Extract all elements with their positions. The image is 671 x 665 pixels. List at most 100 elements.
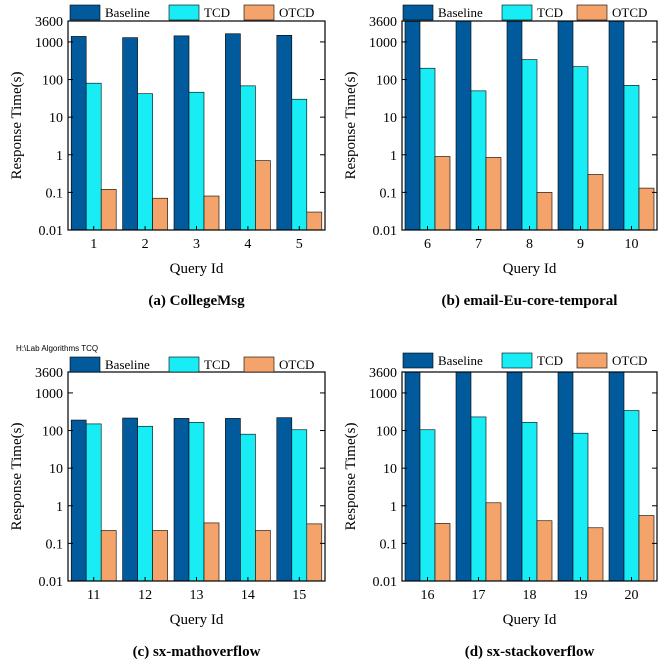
bar-otcd-12 [152, 530, 168, 582]
legend-label-baseline: Baseline [105, 357, 150, 372]
y-tick-label: 0.01 [373, 575, 398, 590]
bar-baseline-13 [173, 418, 190, 582]
legend: Baseline TCD OTCD [69, 4, 314, 21]
y-tick-label: 0.01 [39, 575, 64, 590]
y-tick-label: 1000 [35, 36, 63, 51]
y-tick-label: 3600 [369, 15, 397, 30]
x-tick-label: 8 [526, 237, 533, 252]
legend-label-tcd: TCD [204, 5, 230, 20]
y-tick-label: 1 [56, 500, 63, 515]
y-tick-label: 10 [383, 462, 397, 477]
x-tick-label: 2 [142, 237, 149, 252]
bar-tcd-17 [470, 416, 487, 582]
legend: Baseline TCD OTCD [402, 352, 647, 369]
y-tick-label: 10 [49, 111, 63, 126]
bar-otcd-20 [638, 515, 655, 582]
bar-baseline-7 [455, 20, 472, 231]
legend-label-otcd: OTCD [279, 357, 314, 372]
y-tick-label: 0.01 [39, 224, 64, 239]
panel-caption: (b) email-Eu-core-temporal [442, 293, 618, 309]
panel-note: H:\Lab Algorithms TCQ [16, 344, 98, 353]
bar-baseline-2 [122, 37, 138, 231]
x-tick-label: 4 [244, 237, 251, 252]
y-tick-label: 1000 [369, 387, 397, 402]
x-tick-label: 16 [421, 588, 435, 603]
x-axis-label: Query Id [503, 612, 557, 628]
bar-baseline-12 [122, 417, 138, 582]
bar-tcd-2 [137, 93, 153, 231]
x-tick-label: 15 [292, 588, 306, 603]
bar-otcd-8 [536, 192, 553, 231]
bar-tcd-7 [470, 90, 487, 231]
y-tick-label: 3600 [35, 366, 63, 381]
legend-label-baseline: Baseline [438, 353, 483, 368]
bar-baseline-18 [506, 371, 523, 582]
bar-baseline-10 [608, 20, 625, 231]
x-tick-label: 9 [577, 237, 584, 252]
x-tick-label: 3 [193, 237, 200, 252]
x-tick-label: 10 [625, 237, 639, 252]
x-axis-label: Query Id [503, 261, 557, 277]
bar-tcd-19 [572, 432, 589, 582]
x-tick-label: 12 [138, 588, 152, 603]
legend-swatch-tcd [168, 4, 200, 21]
bar-baseline-3 [173, 35, 190, 231]
legend-swatch-tcd [168, 356, 200, 373]
x-tick-label: 17 [472, 588, 486, 603]
y-tick-label: 100 [376, 425, 397, 440]
x-tick-label: 13 [190, 588, 204, 603]
bar-baseline-1 [70, 36, 87, 231]
y-tick-label: 0.1 [46, 537, 64, 552]
bar-otcd-13 [203, 522, 220, 582]
legend-swatch-otcd [243, 356, 275, 373]
bar-tcd-20 [623, 410, 640, 582]
bar-baseline-6 [404, 20, 421, 231]
y-tick-label: 100 [42, 425, 63, 440]
bar-baseline-11 [70, 419, 87, 582]
legend-swatch-tcd [501, 352, 533, 369]
bar-otcd-18 [536, 520, 553, 582]
y-axis-label: Response Time(s) [9, 72, 25, 180]
y-tick-label: 0.1 [380, 186, 398, 201]
bar-otcd-14 [255, 530, 271, 582]
bar-tcd-11 [85, 423, 102, 582]
legend-swatch-baseline [402, 4, 434, 21]
legend-label-baseline: Baseline [105, 5, 150, 20]
plot-frame [67, 20, 326, 231]
bar-otcd-2 [152, 197, 168, 231]
x-tick-label: 20 [625, 588, 639, 603]
bar-otcd-3 [203, 195, 220, 231]
bar-baseline-15 [276, 417, 293, 582]
y-tick-label: 10 [49, 462, 63, 477]
y-axis-label: Response Time(s) [343, 72, 359, 180]
legend-label-otcd: OTCD [612, 353, 647, 368]
x-axis-label: Query Id [170, 612, 224, 628]
bar-baseline-9 [557, 20, 574, 231]
chart-panel-4: 16 17 18 19 20 0.01 0.1 1 10 100 1000 3600 Query Id R… [343, 352, 658, 660]
legend-swatch-baseline [402, 352, 434, 369]
x-tick-label: 6 [424, 237, 431, 252]
y-tick-label: 1 [390, 500, 397, 515]
bar-baseline-14 [225, 418, 241, 582]
bar-baseline-5 [276, 35, 293, 231]
bar-otcd-17 [485, 502, 502, 582]
bar-tcd-6 [419, 67, 436, 231]
legend-label-otcd: OTCD [612, 5, 647, 20]
panel-caption: (d) sx-stackoverflow [465, 644, 595, 660]
x-tick-label: 5 [296, 237, 303, 252]
x-tick-label: 14 [241, 588, 255, 603]
bar-tcd-8 [521, 59, 538, 231]
legend-swatch-baseline [69, 356, 101, 373]
bar-otcd-15 [306, 523, 323, 582]
bar-otcd-7 [485, 157, 502, 231]
bar-tcd-10 [623, 85, 640, 231]
chart-panel-2: 6 7 8 9 10 0.01 0.1 1 10 100 1000 3600 Query Id Respo… [343, 4, 658, 309]
y-tick-label: 100 [376, 74, 397, 89]
plot-frame [401, 371, 658, 582]
legend-label-otcd: OTCD [279, 5, 314, 20]
bar-otcd-10 [638, 187, 655, 231]
x-tick-label: 7 [475, 237, 482, 252]
chart-panel-1: 1 2 3 4 5 0.01 0.1 1 10 100 1000 3600 Query Id Respon… [9, 4, 326, 309]
bar-otcd-11 [100, 530, 117, 582]
bar-otcd-6 [434, 156, 451, 231]
